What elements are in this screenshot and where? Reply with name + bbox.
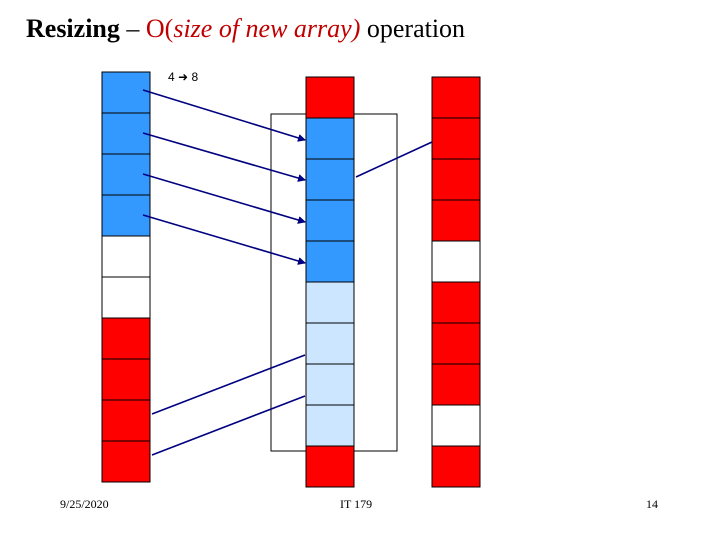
old-size: 4 <box>168 70 175 84</box>
array-cell-copied <box>305 240 355 283</box>
array-cell-copied <box>305 199 355 242</box>
footer-page-number: 14 <box>646 497 658 511</box>
array-cell-free <box>305 281 355 324</box>
middle-array <box>305 76 355 488</box>
array-cell-used <box>305 445 355 488</box>
title-dash: – <box>119 14 146 43</box>
array-cell-copied <box>305 158 355 201</box>
footer-date: 9/25/2020 <box>60 497 109 511</box>
array-cell-free <box>305 363 355 406</box>
insert-arrow <box>355 141 433 178</box>
new-size: 8 <box>191 70 199 84</box>
array-cell-used <box>431 363 481 406</box>
array-cell-copied <box>305 117 355 160</box>
title-term: Resizing <box>26 14 120 43</box>
array-cell-used <box>431 281 481 324</box>
array-cell-used <box>431 158 481 201</box>
array-cell-copied <box>101 71 151 114</box>
array-cell-empty <box>101 276 151 319</box>
size-change-note: 4 ➜ 8 <box>168 70 198 84</box>
right-array <box>431 76 481 488</box>
array-cell-free <box>305 404 355 447</box>
array-cell-used <box>305 76 355 119</box>
array-cell-used <box>101 440 151 483</box>
array-cell-used <box>101 399 151 442</box>
title-complexity-prefix: O( <box>145 14 174 43</box>
array-cell-used <box>431 76 481 119</box>
title-complexity-arg: size of new array) <box>173 14 361 43</box>
slide-title: Resizing – O(size of new array) operatio… <box>26 14 465 44</box>
title-suffix: operation <box>360 14 466 43</box>
array-cell-empty <box>101 235 151 278</box>
array-cell-copied <box>101 153 151 196</box>
array-cell-used <box>101 317 151 360</box>
copy-arrow <box>142 132 306 182</box>
left-array <box>101 71 151 483</box>
array-cell-empty <box>431 404 481 447</box>
insert-arrow <box>151 354 306 415</box>
array-cell-used <box>431 199 481 242</box>
array-cell-used <box>101 358 151 401</box>
array-cell-used <box>431 322 481 365</box>
array-cell-free <box>305 322 355 365</box>
copy-arrow <box>142 173 306 224</box>
array-cell-copied <box>101 194 151 237</box>
copy-arrow <box>142 89 306 142</box>
array-cell-empty <box>431 240 481 283</box>
array-cell-used <box>431 445 481 488</box>
right-arrow-icon: ➜ <box>178 70 189 84</box>
array-cell-used <box>431 117 481 160</box>
copy-arrow <box>142 214 306 265</box>
insert-arrow <box>151 395 306 456</box>
array-cell-copied <box>101 112 151 155</box>
footer-course: IT 179 <box>340 497 373 511</box>
